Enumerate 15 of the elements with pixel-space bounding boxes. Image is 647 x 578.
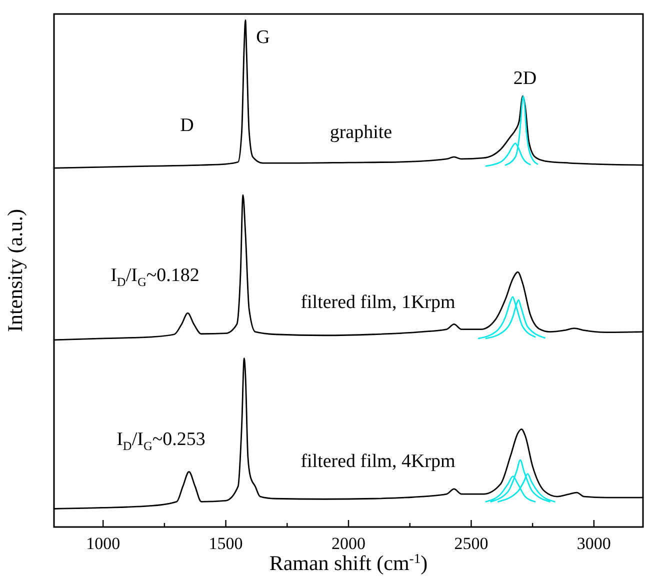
annotation: graphite [330, 122, 392, 142]
annotation: filtered film, 1Krpm [300, 292, 456, 312]
x-tick-label: 2000 [332, 534, 366, 553]
annotation: 2D [513, 68, 537, 88]
x-tick-label: 1500 [208, 534, 243, 553]
annotation: D [180, 114, 194, 136]
x-tick-label: 2500 [454, 534, 488, 553]
annotation: G [256, 26, 270, 48]
annotation: filtered film, 4Krpm [300, 450, 456, 472]
y-axis-title: Intensity (a.u.) [3, 208, 27, 332]
annotation: I$_{D}$/I$_{G}$~0.182 [110, 264, 200, 289]
x-tick-label: 3000 [576, 534, 611, 553]
x-axis-title: Raman shift (cm$^{-1}$) [269, 550, 428, 575]
x-tick-label: 1000 [86, 534, 120, 553]
annotation: I$_{D}$/I$_{G}$~0.253 [116, 428, 206, 453]
